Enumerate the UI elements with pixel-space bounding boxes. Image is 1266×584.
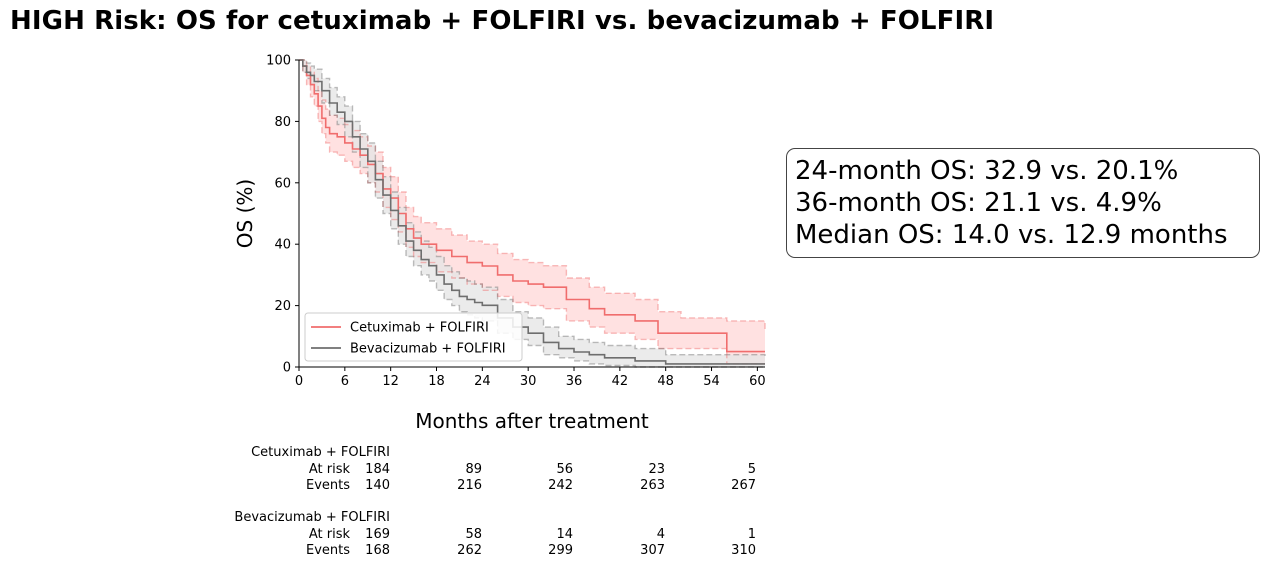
risk-cell: 56 <box>556 462 573 477</box>
y-tick-label: 60 <box>274 176 291 191</box>
risk-cell: 242 <box>548 478 573 493</box>
ci-lower-line-2 <box>299 59 765 368</box>
ci-lower-line-1 <box>299 59 765 365</box>
risk-cell: 216 <box>457 478 482 493</box>
legend-label-1: Cetuximab + FOLFIRI <box>350 321 489 336</box>
risk-cell: 23 <box>648 462 665 477</box>
risk-cell: 262 <box>457 543 482 558</box>
risk-row-label: Events <box>305 543 350 558</box>
risk-cell: 14 <box>556 527 573 542</box>
survival-curve-2 <box>299 59 765 365</box>
survival-curve-1 <box>299 59 765 353</box>
y-tick-label: 40 <box>274 238 291 253</box>
risk-cell: 5 <box>747 462 756 477</box>
x-tick-label: 24 <box>474 374 491 389</box>
risk-cell: 4 <box>656 527 665 542</box>
survival-curves <box>299 59 765 365</box>
axes: 0 6 12 18 24 30 36 42 48 54 60 0 20 40 60 80 100 Months a… <box>233 54 766 434</box>
x-tick-label: 36 <box>566 374 583 389</box>
x-tick-label: 54 <box>703 374 720 389</box>
x-tick-label: 60 <box>749 374 766 389</box>
chart-title: HIGH Risk: OS for cetuximab + FOLFIRI vs… <box>10 6 995 36</box>
x-tick-label: 12 <box>382 374 399 389</box>
risk-row-label: At risk <box>308 527 350 542</box>
x-axis-label: Months after treatment <box>415 409 649 433</box>
confidence-lines <box>299 59 766 368</box>
x-tick-label: 0 <box>295 374 303 389</box>
risk-cell: 89 <box>465 462 482 477</box>
risk-cell: 1 <box>747 527 756 542</box>
risk-cell: 267 <box>731 478 756 493</box>
legend: Cetuximab + FOLFIRI Bevacizumab + FOLFIRI <box>304 312 523 362</box>
risk-row-label: Events <box>305 478 350 493</box>
risk-cell: 263 <box>640 478 665 493</box>
legend-box <box>304 312 523 362</box>
legend-label-2: Bevacizumab + FOLFIRI <box>350 342 506 357</box>
y-axis-label: OS (%) <box>233 179 257 248</box>
y-tick-label: 0 <box>283 361 291 376</box>
risk-cell: 168 <box>365 543 390 558</box>
x-tick-label: 6 <box>341 374 349 389</box>
ci-band-2 <box>299 60 765 367</box>
risk-cell: 307 <box>640 543 665 558</box>
risk-cell: 140 <box>365 478 390 493</box>
risk-cell: 310 <box>731 543 756 558</box>
annotation-line-36-month: 36-month OS: 21.1 vs. 4.9% <box>795 188 1162 218</box>
risk-cell: 299 <box>548 543 573 558</box>
ci-upper-line-2 <box>299 59 766 358</box>
x-tick-label: 48 <box>657 374 674 389</box>
risk-group-name: Bevacizumab + FOLFIRI <box>234 510 390 525</box>
annotation-line-24-month: 24-month OS: 32.9 vs. 20.1% <box>795 156 1179 186</box>
x-tick-label: 30 <box>520 374 537 389</box>
x-tick-label: 18 <box>428 374 445 389</box>
risk-row-label: At risk <box>308 462 350 477</box>
risk-cell: 169 <box>365 527 390 542</box>
ci-upper-line-1 <box>299 59 766 331</box>
risk-group-name: Cetuximab + FOLFIRI <box>251 445 390 460</box>
annotation-line-median: Median OS: 14.0 vs. 12.9 months <box>795 220 1228 250</box>
x-tick-label: 42 <box>612 374 629 389</box>
y-tick-label: 100 <box>266 54 291 69</box>
y-tick-label: 20 <box>274 299 291 314</box>
summary-annotation-box: 24-month OS: 32.9 vs. 20.1% 36-month OS:… <box>786 148 1260 258</box>
risk-cell: 184 <box>365 462 390 477</box>
y-tick-label: 80 <box>274 115 291 130</box>
risk-cell: 58 <box>465 527 482 542</box>
